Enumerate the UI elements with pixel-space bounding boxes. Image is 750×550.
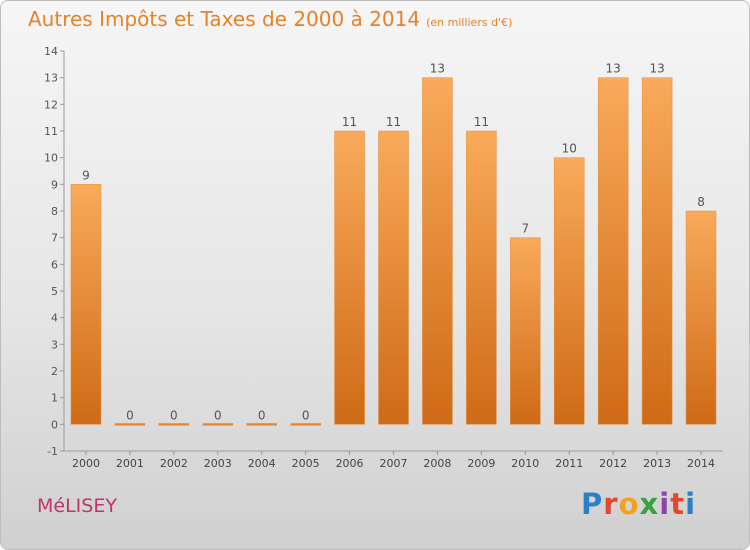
logo-letter: t — [670, 487, 686, 521]
x-tick-label: 2008 — [423, 457, 451, 470]
x-tick-label: 2002 — [160, 457, 188, 470]
y-tick-label: 6 — [51, 258, 58, 271]
y-tick-label: 8 — [51, 205, 58, 218]
bar — [422, 77, 453, 425]
y-tick-label: 14 — [44, 45, 58, 58]
x-tick-label: 2009 — [467, 457, 495, 470]
y-tick-label: 13 — [44, 72, 58, 85]
bar — [158, 423, 190, 426]
bar-value-label: 11 — [386, 115, 401, 129]
x-tick-label: 2000 — [72, 457, 100, 470]
bar — [334, 130, 365, 425]
bar-value-label: 11 — [342, 115, 357, 129]
y-tick-label: 1 — [51, 392, 58, 405]
x-tick-label: 2001 — [116, 457, 144, 470]
bar — [246, 423, 277, 426]
bar-value-label: 13 — [606, 62, 621, 76]
y-tick-label: 12 — [44, 98, 58, 111]
y-tick-label: 3 — [51, 338, 58, 351]
chart-title-main: Autres Impôts et Taxes de 2000 à 2014 — [28, 7, 421, 31]
bar — [202, 423, 234, 426]
x-tick-label: 2012 — [599, 457, 627, 470]
proxiti-logo: Proxiti — [581, 487, 696, 521]
bar — [685, 210, 717, 425]
logo-letter: x — [639, 487, 660, 521]
bar — [114, 423, 146, 426]
bar-value-label: 0 — [214, 408, 222, 422]
chart-title-unit: (en milliers d'€) — [426, 16, 513, 29]
bar — [378, 130, 409, 425]
x-tick-label: 2005 — [292, 457, 320, 470]
bar — [641, 77, 673, 425]
x-tick-label: 2006 — [336, 457, 364, 470]
x-tick-label: 2013 — [643, 457, 671, 470]
y-tick-label: 4 — [51, 312, 58, 325]
logo-letter: i — [685, 487, 697, 521]
bar — [553, 157, 585, 425]
bar-value-label: 9 — [82, 168, 90, 182]
y-tick-label: 2 — [51, 365, 58, 378]
y-tick-label: -1 — [47, 445, 58, 458]
x-tick-label: 2014 — [687, 457, 715, 470]
logo-letter: P — [581, 487, 604, 521]
y-tick-label: 9 — [51, 178, 58, 191]
x-tick-label: 2003 — [204, 457, 232, 470]
x-tick-label: 2011 — [555, 457, 583, 470]
y-tick-label: 7 — [51, 232, 58, 245]
bar-value-label: 0 — [258, 408, 266, 422]
y-tick-label: 11 — [44, 125, 58, 138]
bar-value-label: 8 — [697, 195, 705, 209]
bar — [597, 77, 629, 425]
chart-title: Autres Impôts et Taxes de 2000 à 2014 (en… — [28, 7, 512, 31]
x-tick-label: 2010 — [511, 457, 539, 470]
bar-value-label: 0 — [170, 408, 178, 422]
bar-value-label: 10 — [562, 142, 577, 156]
bar-value-label: 7 — [521, 222, 529, 236]
bar — [290, 423, 321, 426]
bar — [510, 237, 541, 425]
x-tick-label: 2004 — [248, 457, 276, 470]
y-tick-label: 0 — [51, 418, 58, 431]
x-tick-label: 2007 — [380, 457, 408, 470]
y-tick-label: 10 — [44, 152, 58, 165]
bar-value-label: 13 — [430, 62, 445, 76]
bar — [466, 130, 497, 425]
bar-value-label: 0 — [302, 408, 310, 422]
commune-name: MéLISEY — [37, 495, 117, 517]
bar-value-label: 11 — [474, 115, 489, 129]
bar-value-label: 13 — [649, 62, 664, 76]
bar-value-label: 0 — [126, 408, 134, 422]
logo-letter: r — [603, 487, 619, 521]
logo-letter: i — [659, 487, 671, 521]
logo-letter: o — [618, 487, 640, 521]
bar — [70, 184, 102, 425]
y-tick-label: 5 — [51, 285, 58, 298]
